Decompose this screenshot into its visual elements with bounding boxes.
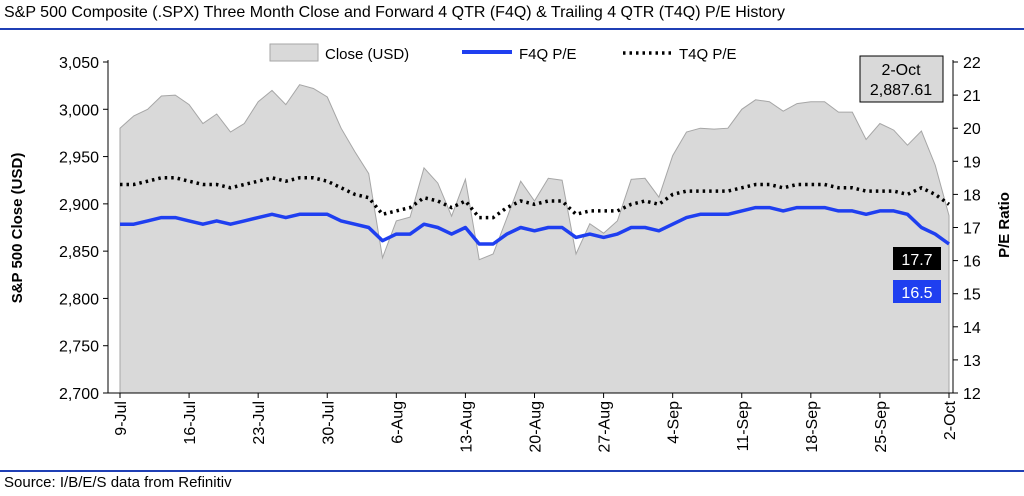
x-tick-label: 2-Oct [942,400,959,440]
y-right-tick-label: 20 [963,121,981,138]
x-tick-label: 30-Jul [320,401,337,445]
y-axis-left-label: S&P 500 Close (USD) [9,153,26,304]
top-rule [0,28,1024,30]
y-left-tick-label: 2,750 [59,339,99,356]
f4q-value-badge [893,280,941,303]
x-tick-label: 27-Aug [597,401,614,453]
legend-label-close: Close (USD) [325,46,409,63]
y-left-tick-label: 2,700 [59,386,99,403]
series-t4q-line [120,175,951,220]
x-tick-label: 11-Sep [735,401,752,452]
x-tick-label: 9-Jul [113,401,130,436]
x-tick-label: 25-Sep [873,401,890,453]
date-callout-box [859,55,944,103]
series-close-area [119,84,950,394]
date-callout-date: 2-Oct [881,62,921,79]
y-right-tick-label: 18 [963,187,981,204]
y-right-tick-label: 19 [963,154,981,171]
y-left-tick-label: 3,000 [59,102,99,119]
y-left-tick-label: 2,800 [59,291,99,308]
series-f4q-line [120,205,951,246]
y-right-tick-label: 14 [963,320,981,337]
y-right-tick-label: 22 [963,55,981,72]
y-left-tick-label: 2,850 [59,244,99,261]
t4q-value-label: 17.7 [901,252,932,269]
x-tick-label: 23-Jul [251,401,268,445]
x-tick-label: 6-Aug [389,401,406,444]
y-right-tick-label: 17 [963,221,981,238]
chart: 2,700 2,750 2,800 2,850 2,900 2,950 3,000 3,050… [9,43,1013,453]
y-right-tick-label: 21 [963,88,981,105]
y-axis-right-label: P/E Ratio [996,192,1013,258]
y-left-tick-label: 2,900 [59,197,99,214]
legend-label-t4q: T4Q P/E [679,46,737,63]
y-right-tick-label: 12 [963,386,981,403]
x-tick-label: 13-Aug [458,401,475,453]
x-tick-label: 4-Sep [666,401,683,444]
source-note: Source: I/B/E/S data from Refinitiv [4,474,232,491]
x-tick-label: 18-Sep [804,401,821,453]
bottom-rule [0,470,1024,472]
y-left-tick-label: 3,050 [59,55,99,72]
chart-title: S&P 500 Composite (.SPX) Three Month Clo… [4,4,785,21]
legend-label-f4q: F4Q P/E [519,46,577,63]
legend-swatch-close [269,43,319,62]
t4q-value-badge [893,247,941,270]
f4q-value-label: 16.5 [901,285,932,302]
y-left-tick-label: 2,950 [59,150,99,167]
x-tick-label: 16-Jul [182,401,199,445]
y-right-tick-label: 15 [963,287,981,304]
date-callout-value: 2,887.61 [870,82,932,99]
y-right-tick-label: 16 [963,254,981,271]
y-right-tick-label: 13 [963,353,981,370]
x-tick-label: 20-Aug [528,401,545,453]
